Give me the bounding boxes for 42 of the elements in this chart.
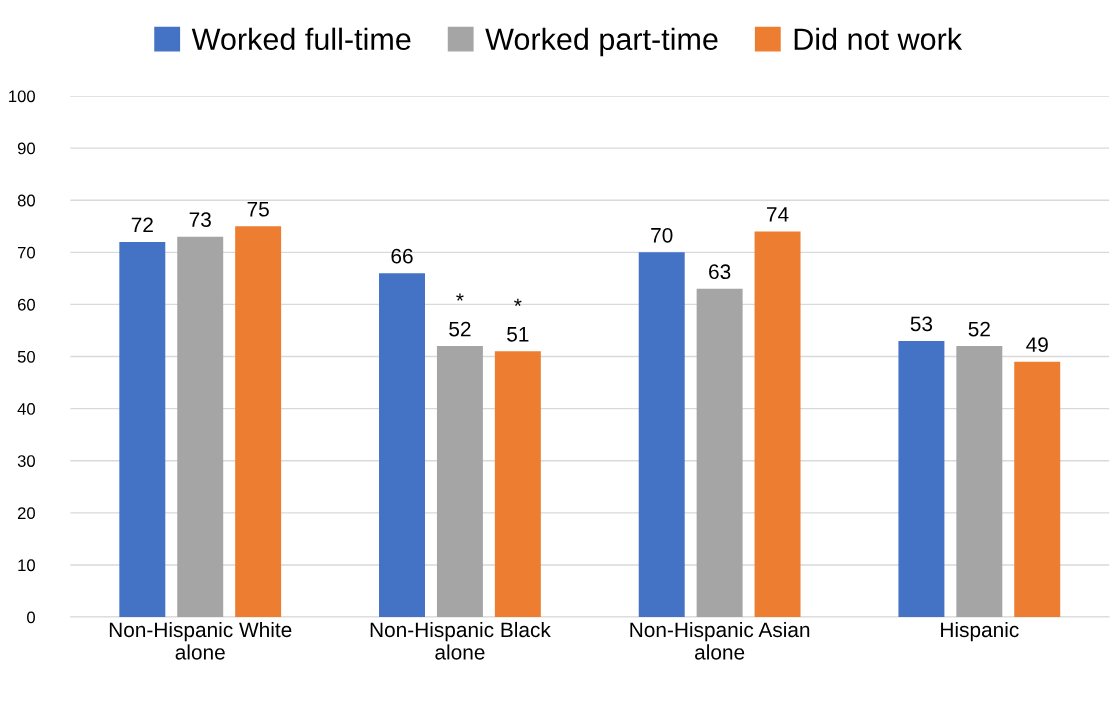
bar xyxy=(379,273,425,618)
bar xyxy=(119,241,166,618)
y-tick-label: 60 xyxy=(17,298,35,311)
data-label: 73 xyxy=(189,212,211,228)
data-label: * 52 xyxy=(449,293,471,337)
bar xyxy=(754,231,801,618)
data-label: 74 xyxy=(767,207,789,222)
data-label: 66 xyxy=(391,248,413,264)
y-tick-label: 30 xyxy=(17,455,35,467)
legend-label: Worked part-time xyxy=(485,27,718,57)
bar xyxy=(494,351,541,618)
bar xyxy=(956,346,1003,618)
y-tick-label: 20 xyxy=(17,507,35,520)
x-tick-label: Non-Hispanic White alone xyxy=(109,621,292,660)
data-label: 53 xyxy=(910,316,933,332)
data-label: 52 xyxy=(968,321,990,337)
bar xyxy=(696,288,743,618)
data-label: 72 xyxy=(131,217,153,233)
bar xyxy=(898,340,945,618)
y-tick-label: 50 xyxy=(17,350,35,363)
data-label: 75 xyxy=(247,202,269,217)
x-tick-label: Non-Hispanic Black alone xyxy=(370,621,551,660)
data-label: 70 xyxy=(651,227,673,243)
bar xyxy=(436,346,483,618)
y-tick-label: 90 xyxy=(17,142,35,155)
y-tick-label: 80 xyxy=(17,194,35,207)
bar xyxy=(1014,361,1061,618)
y-tick-label: 10 xyxy=(18,559,35,572)
x-tick-label: Hispanic xyxy=(941,621,1019,642)
y-tick-label: 100 xyxy=(9,90,35,103)
data-label: 49 xyxy=(1026,337,1048,353)
y-tick-label: 0 xyxy=(27,611,35,624)
y-tick-label: 70 xyxy=(17,246,35,259)
x-tick-label: Non-Hispanic Asian alone xyxy=(630,621,810,660)
legend-label: Did not work xyxy=(794,27,963,51)
data-label: 63 xyxy=(709,264,731,280)
bar xyxy=(638,252,685,618)
legend-label: Worked full-time xyxy=(191,27,411,51)
data-label: * 51 xyxy=(507,298,529,342)
y-tick-label: 40 xyxy=(17,403,35,415)
bar xyxy=(235,226,282,618)
bar xyxy=(177,236,224,618)
